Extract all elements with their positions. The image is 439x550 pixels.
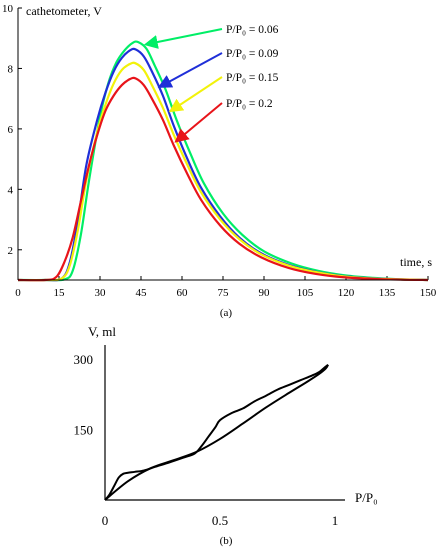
- panel-a-series: [17, 40, 429, 282]
- x-tick-label: 45: [136, 287, 148, 299]
- panel-b-ylabel: V, ml: [88, 324, 116, 339]
- x-tick-label: 150: [420, 287, 437, 299]
- y-tick-label: 300: [74, 352, 94, 367]
- legend-arrow: [168, 76, 223, 113]
- y-tick-label: 8: [8, 63, 14, 75]
- legend-label: P/P₀ = 0.15: [226, 72, 279, 84]
- x-tick-label: 0: [15, 287, 21, 299]
- panel-a-legend: P/P₀ = 0.06 P/P₀ = 0.09 P/P₀ = 0.15 P/P₀ = …: [143, 24, 279, 143]
- x-tick-label: 1: [332, 513, 339, 528]
- panel-b-yticks: 150 300: [74, 352, 94, 437]
- x-tick-label: 135: [379, 287, 396, 299]
- legend-arrow: [143, 28, 223, 49]
- series-line-0: [17, 40, 429, 282]
- y-tick-label: 150: [74, 423, 94, 438]
- y-tick-label: 2: [8, 245, 14, 257]
- x-tick-label: 60: [177, 287, 189, 299]
- x-tick-label: 0.5: [212, 513, 228, 528]
- legend-label: P/P₀ = 0.06: [226, 24, 279, 36]
- x-tick-label: 30: [95, 287, 107, 299]
- x-tick-label: 15: [54, 287, 66, 299]
- panel-a-chart: cathetometer, V time, s 2 4 6 8 10 0 15 30 45 60…: [2, 3, 437, 319]
- x-tick-label: 0: [102, 513, 109, 528]
- isotherm-branch-1: [104, 364, 329, 501]
- panel-b-xticks: 0 0.5 1: [102, 513, 339, 528]
- x-tick-label: 105: [297, 287, 314, 299]
- panel-a-label: (a): [220, 307, 233, 319]
- panel-b-xlabel: P/P₀: [355, 490, 378, 505]
- x-tick-label: 90: [259, 287, 271, 299]
- legend-arrow: [157, 52, 223, 88]
- panel-a-xticks: 0 15 30 45 60 75 90 105 120 135 150: [15, 276, 437, 299]
- panel-b-series: [104, 363, 329, 501]
- isotherm-branch-0: [104, 363, 329, 501]
- y-tick-label: 6: [8, 124, 14, 136]
- series-line-3: [17, 76, 429, 282]
- panel-a-yticks: 2 4 6 8 10: [2, 3, 22, 257]
- panel-a-xlabel: time, s: [400, 255, 432, 269]
- legend-arrow: [174, 102, 223, 143]
- x-tick-label: 120: [338, 287, 355, 299]
- legend-label: P/P₀ = 0.2: [226, 98, 273, 110]
- y-tick-label: 4: [8, 184, 14, 196]
- legend-label: P/P₀ = 0.09: [226, 48, 279, 60]
- y-tick-label: 10: [2, 3, 14, 15]
- series-line-2: [17, 61, 429, 282]
- x-tick-label: 75: [218, 287, 230, 299]
- panel-a-ylabel: cathetometer, V: [26, 4, 102, 18]
- panel-b-label: (b): [220, 535, 233, 547]
